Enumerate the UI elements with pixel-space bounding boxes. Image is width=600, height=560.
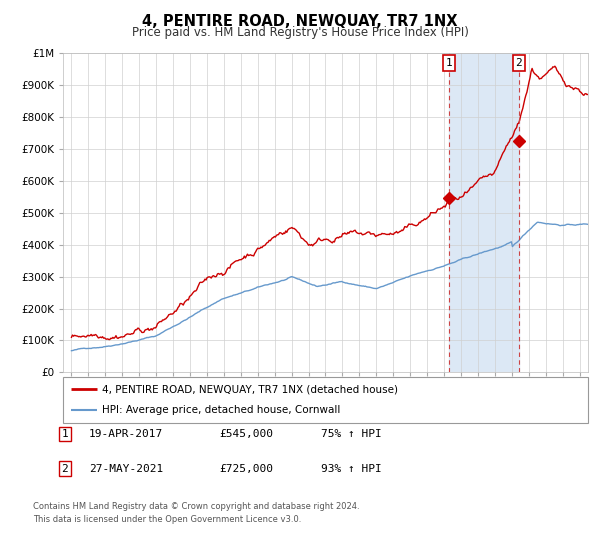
Text: 1: 1 [446, 58, 452, 68]
Text: 19-APR-2017: 19-APR-2017 [89, 429, 163, 439]
Text: 1: 1 [61, 429, 68, 439]
Text: Price paid vs. HM Land Registry's House Price Index (HPI): Price paid vs. HM Land Registry's House … [131, 26, 469, 39]
Text: 75% ↑ HPI: 75% ↑ HPI [321, 429, 382, 439]
Text: 4, PENTIRE ROAD, NEWQUAY, TR7 1NX (detached house): 4, PENTIRE ROAD, NEWQUAY, TR7 1NX (detac… [103, 384, 398, 394]
Text: 4, PENTIRE ROAD, NEWQUAY, TR7 1NX: 4, PENTIRE ROAD, NEWQUAY, TR7 1NX [142, 14, 458, 29]
Text: 27-MAY-2021: 27-MAY-2021 [89, 464, 163, 474]
Text: 93% ↑ HPI: 93% ↑ HPI [321, 464, 382, 474]
Text: 2: 2 [515, 58, 522, 68]
Text: HPI: Average price, detached house, Cornwall: HPI: Average price, detached house, Corn… [103, 405, 341, 416]
Text: £545,000: £545,000 [219, 429, 273, 439]
Text: This data is licensed under the Open Government Licence v3.0.: This data is licensed under the Open Gov… [33, 515, 301, 524]
Bar [449, 53, 519, 372]
Text: 2: 2 [61, 464, 68, 474]
Text: £725,000: £725,000 [219, 464, 273, 474]
Text: Contains HM Land Registry data © Crown copyright and database right 2024.: Contains HM Land Registry data © Crown c… [33, 502, 359, 511]
